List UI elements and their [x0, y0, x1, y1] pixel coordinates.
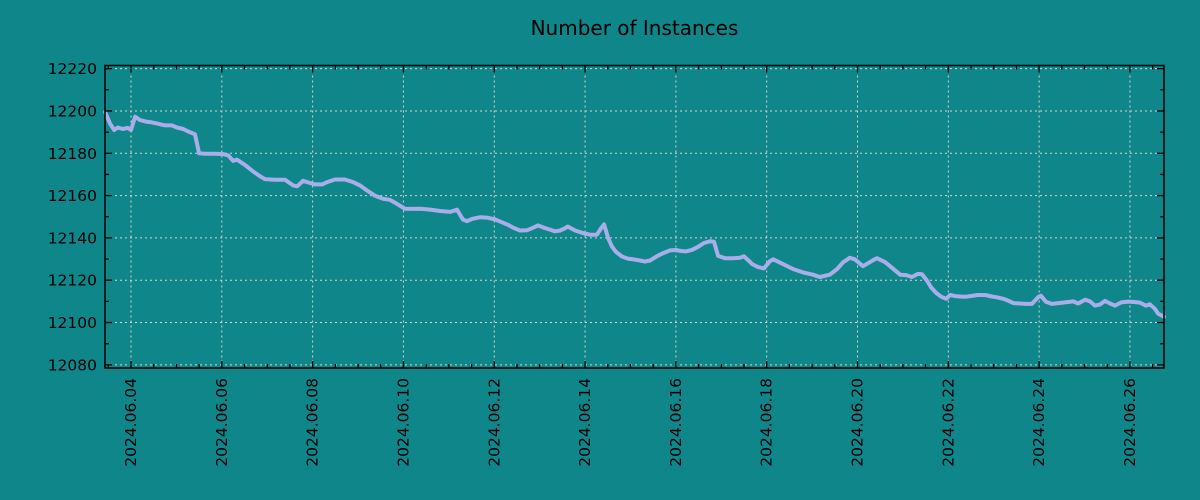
- x-tick-label: 2024.06.22: [939, 378, 957, 467]
- x-tick-label: 2024.06.18: [758, 378, 776, 467]
- x-tick-label: 2024.06.04: [122, 378, 140, 467]
- data-line-series: [103, 110, 1166, 319]
- chart-title: Number of Instances: [530, 16, 739, 40]
- x-tick-label: 2024.06.14: [576, 378, 594, 467]
- x-tick-label: 2024.06.08: [304, 378, 322, 467]
- y-tick-label: 12140: [48, 229, 97, 247]
- x-tick-label: 2024.06.12: [485, 378, 503, 467]
- x-tick-label: 2024.06.26: [1121, 378, 1139, 467]
- x-tick-label: 2024.06.10: [394, 378, 412, 467]
- y-tick-label: 12120: [48, 272, 97, 290]
- x-tick-label: 2024.06.24: [1030, 378, 1048, 467]
- y-tick-label: 12160: [48, 187, 97, 205]
- y-tick-label: 12220: [48, 60, 97, 78]
- y-tick-label: 12180: [48, 145, 97, 163]
- y-tick-label: 12200: [48, 102, 97, 120]
- x-tick-label: 2024.06.16: [667, 378, 685, 467]
- x-tick-label: 2024.06.06: [213, 378, 231, 467]
- x-tick-label: 2024.06.20: [849, 378, 867, 467]
- y-tick-label: 12080: [48, 356, 97, 374]
- y-tick-label: 12100: [48, 314, 97, 332]
